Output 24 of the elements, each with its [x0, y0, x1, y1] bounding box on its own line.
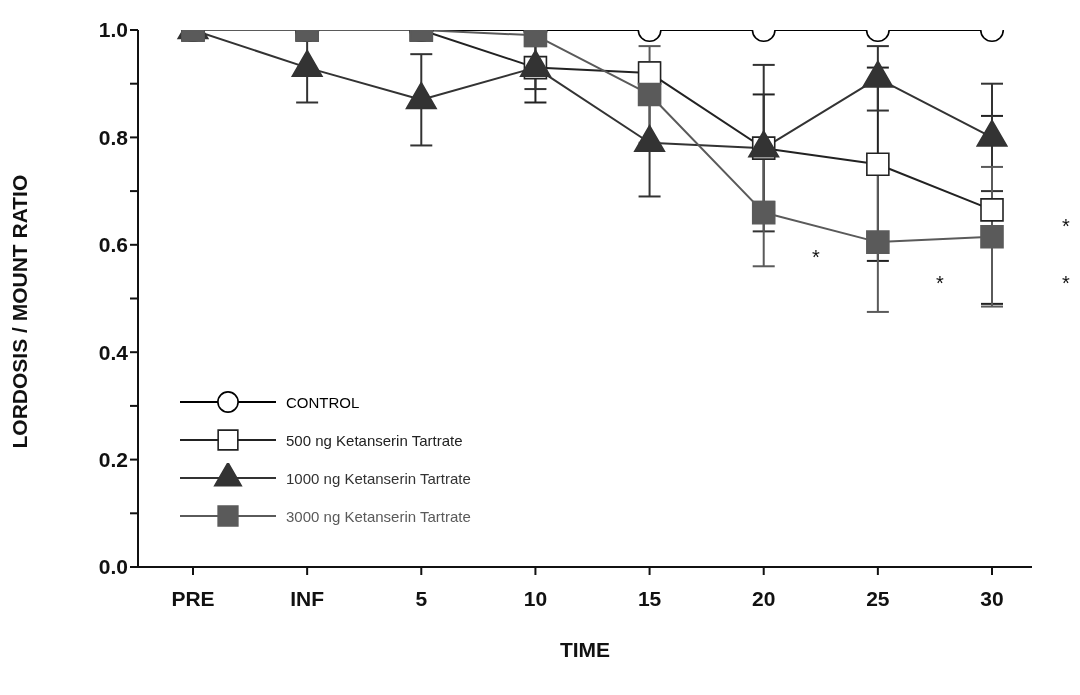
annotation: *	[812, 246, 820, 269]
text: *	[1062, 272, 1070, 295]
x-tick-label: 30	[980, 586, 1004, 610]
x-tick-label: 20	[752, 586, 776, 610]
y-tick-label: 0.4	[98, 340, 129, 364]
text: 3000 ng Ketanserin Tartrate	[286, 507, 471, 525]
annotation: *	[936, 272, 944, 295]
text: CONTROL	[286, 393, 360, 411]
x-tick-label: 5	[415, 586, 428, 610]
y-tick-label: 0.8	[98, 125, 129, 149]
y-axis-title: LORDOSIS / MOUNT RATIO	[8, 174, 32, 449]
x-tick-label: INF	[290, 586, 325, 610]
x-tick-label: PRE	[171, 586, 215, 610]
y-tick-label: 0.6	[98, 233, 128, 257]
text: 500 ng Ketanserin Tartrate	[286, 431, 463, 449]
y-tick-label: 0.0	[98, 555, 128, 579]
y-tick-label: 0.2	[98, 448, 128, 472]
x-axis-title: TIME	[559, 638, 611, 661]
y-tick-label: 1.0	[98, 18, 128, 42]
text: 1000 ng Ketanserin Tartrate	[286, 469, 471, 487]
x-tick-label: 10	[523, 586, 548, 610]
x-tick-label: 25	[866, 586, 890, 610]
text: *	[1062, 215, 1070, 238]
x-tick-label: 15	[637, 586, 662, 610]
